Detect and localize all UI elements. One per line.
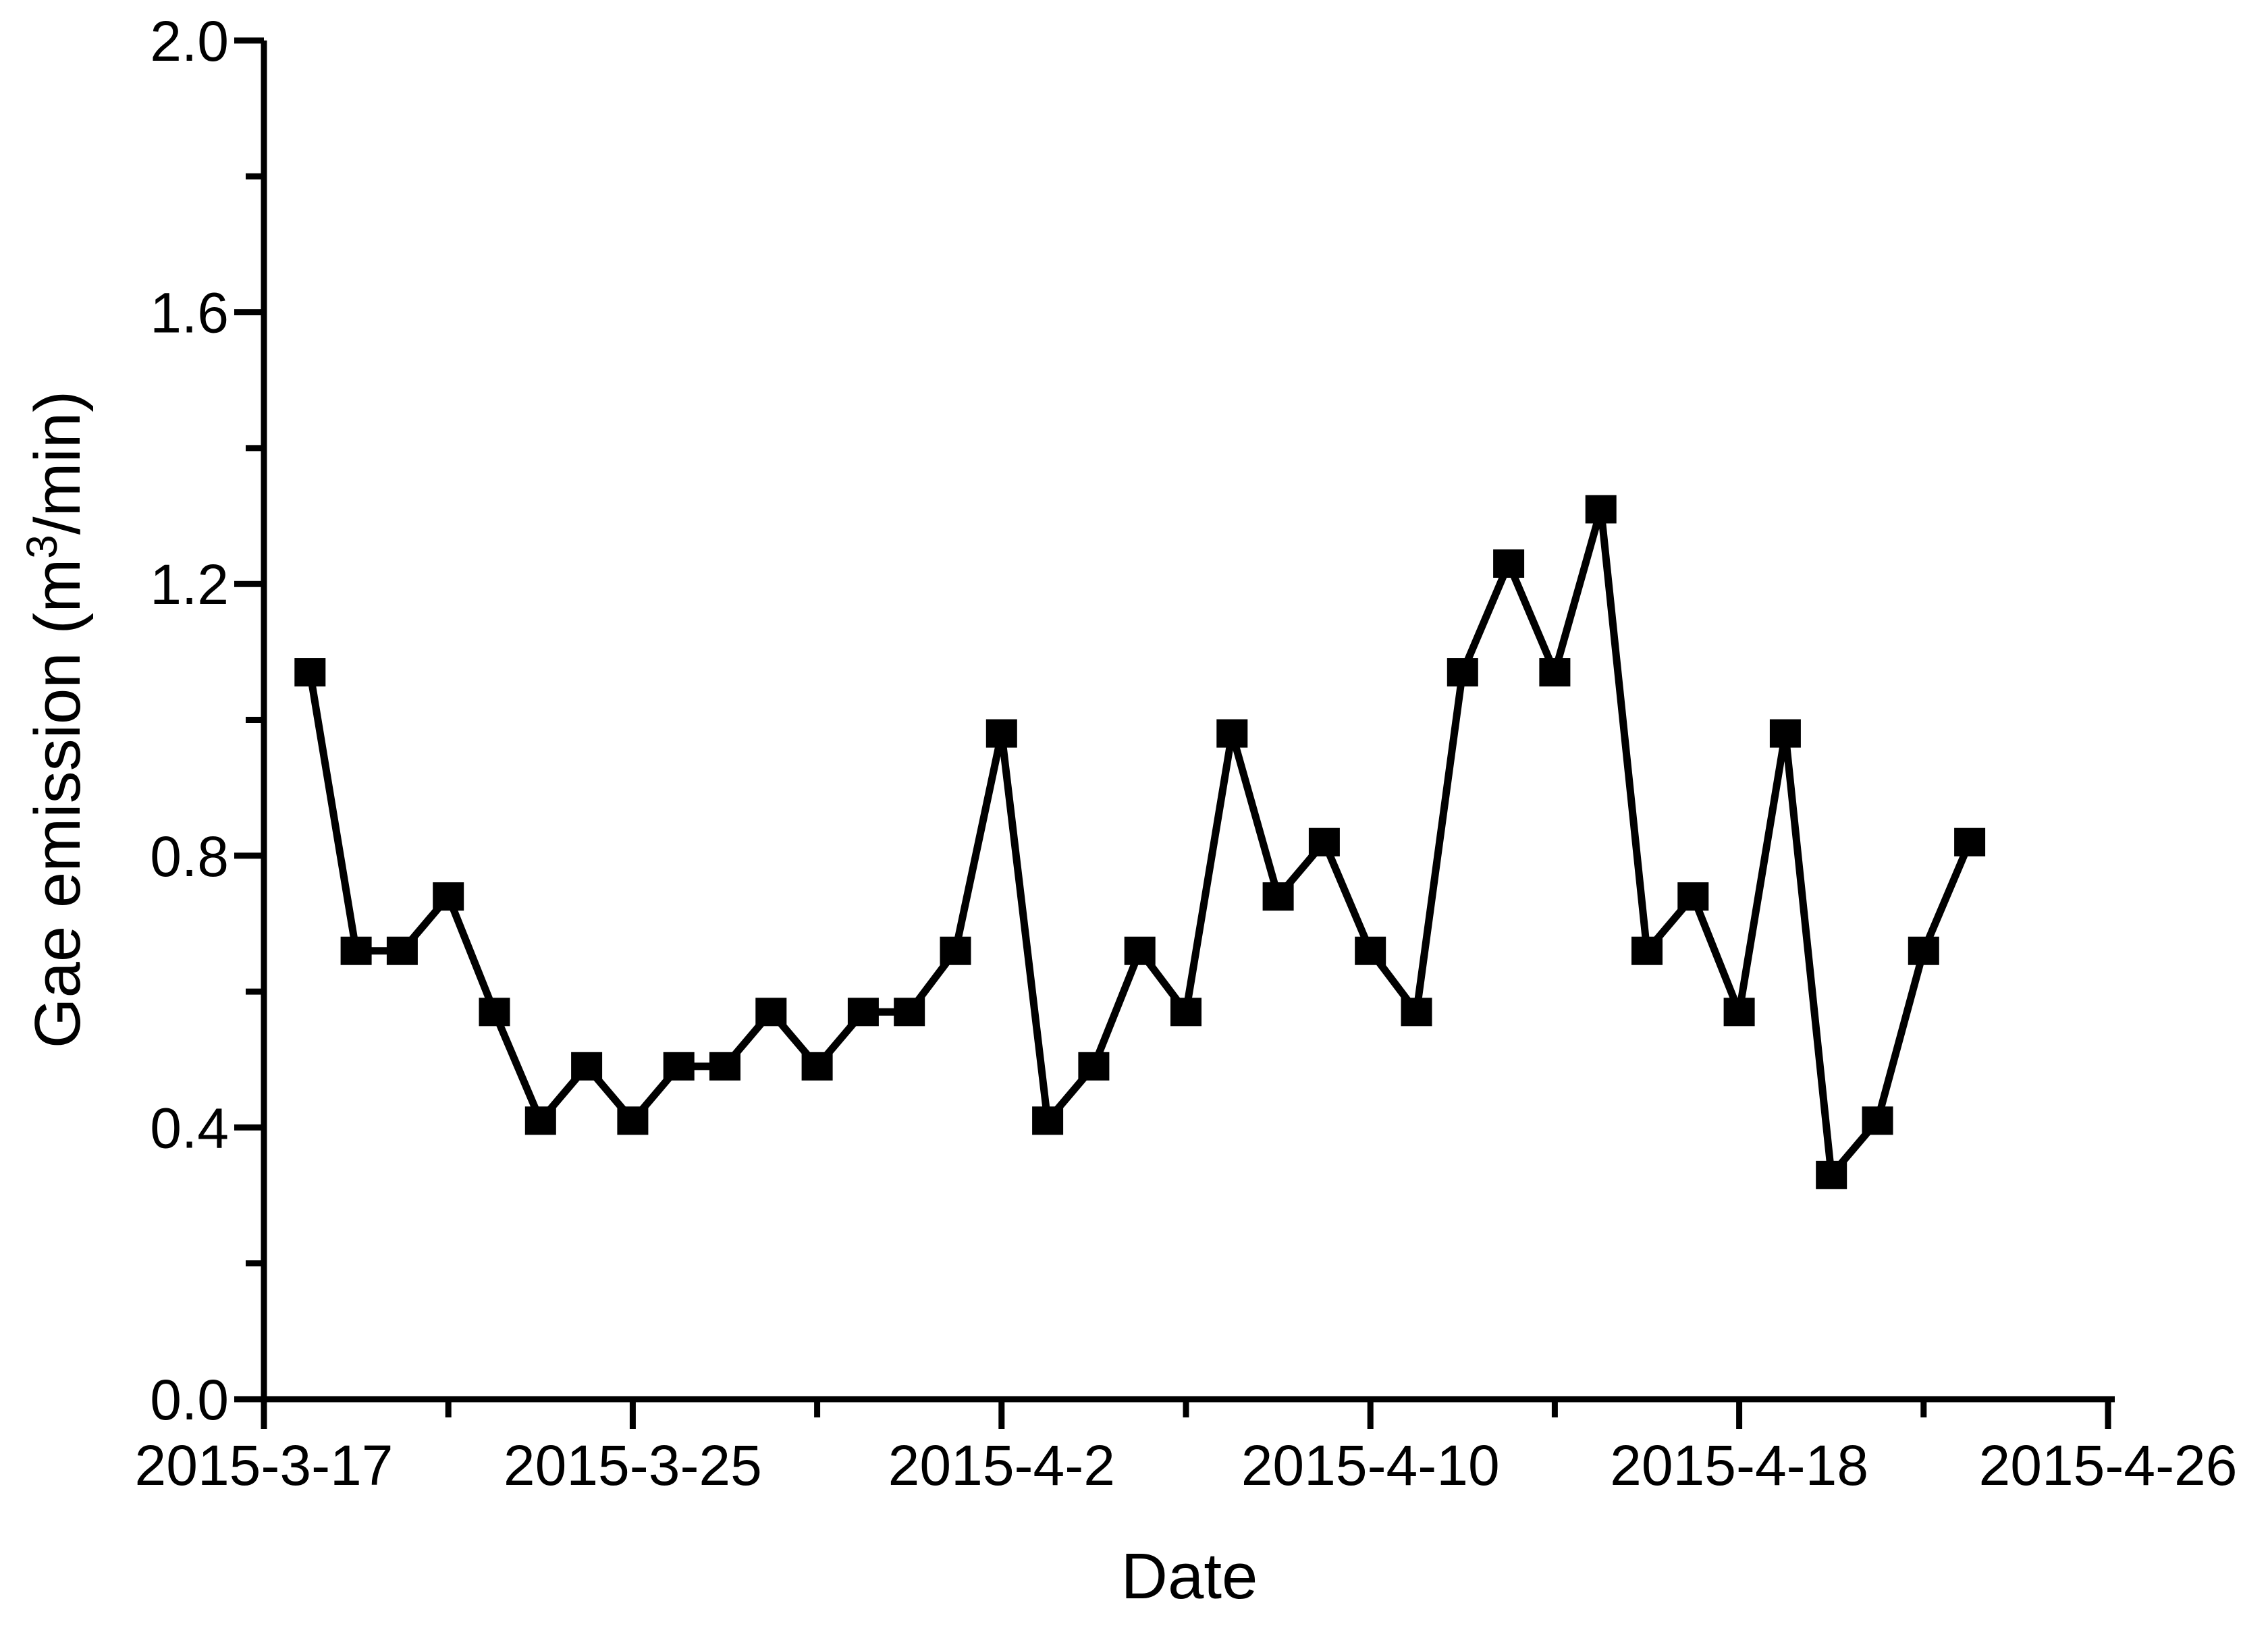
data-point	[847, 998, 879, 1027]
y-tick-label: 1.2	[150, 553, 229, 616]
data-point	[617, 1106, 649, 1135]
x-tick-label: 2015-3-17	[135, 1434, 394, 1497]
y-tick-label: 0.8	[150, 825, 229, 888]
data-point	[433, 882, 464, 911]
data-point	[524, 1106, 556, 1135]
data-point	[1493, 549, 1525, 578]
data-point	[479, 998, 510, 1027]
data-point	[294, 658, 326, 687]
data-points	[294, 495, 1986, 1189]
data-point	[1816, 1160, 1847, 1189]
y-tick-label: 2.0	[150, 9, 229, 73]
data-point	[986, 719, 1017, 748]
y-axis-title: Gae emission (m3/min)	[18, 391, 94, 1048]
y-tick-label: 0.0	[150, 1368, 229, 1432]
axes	[234, 37, 2115, 1429]
x-tick-label: 2015-3-25	[504, 1434, 762, 1497]
data-point	[709, 1052, 740, 1081]
data-point	[1908, 936, 1939, 965]
data-point	[1585, 495, 1617, 524]
x-axis-title: Date	[1121, 1540, 1258, 1612]
x-tick-label: 2015-4-18	[1610, 1434, 1868, 1497]
data-point	[894, 998, 925, 1027]
data-point	[1401, 998, 1432, 1027]
data-point	[1862, 1106, 1893, 1135]
data-point	[1631, 936, 1663, 965]
data-point	[1539, 658, 1571, 687]
y-tick-label: 1.6	[150, 281, 229, 345]
data-point	[1447, 658, 1478, 687]
x-tick-label: 2015-4-2	[888, 1434, 1115, 1497]
data-point	[340, 936, 372, 965]
data-point	[571, 1052, 603, 1081]
x-tick-label: 2015-4-26	[1979, 1434, 2238, 1497]
x-axis-tick-labels: 2015-3-17 2015-3-25 2015-4-2 2015-4-10 2015-…	[135, 1434, 2238, 1497]
data-point	[1032, 1106, 1064, 1135]
data-point	[1355, 936, 1386, 965]
data-point	[801, 1052, 833, 1081]
data-point	[1954, 827, 1986, 857]
x-tick-label: 2015-4-10	[1241, 1434, 1500, 1497]
y-tick-label: 0.4	[150, 1096, 229, 1160]
data-point	[1769, 719, 1801, 748]
data-point	[1170, 998, 1202, 1027]
data-point	[1216, 719, 1248, 748]
data-line	[306, 505, 1974, 1179]
data-point	[386, 936, 418, 965]
data-point	[755, 998, 787, 1027]
data-point	[1723, 998, 1755, 1027]
data-point	[940, 936, 971, 965]
data-point	[1262, 882, 1294, 911]
data-point	[1677, 882, 1709, 911]
data-point	[663, 1052, 695, 1081]
y-axis-tick-labels: 0.0 0.4 0.8 1.2 1.6 2.0	[150, 9, 229, 1432]
data-point	[1124, 936, 1156, 965]
data-point	[1308, 827, 1340, 857]
data-point	[1078, 1052, 1110, 1081]
